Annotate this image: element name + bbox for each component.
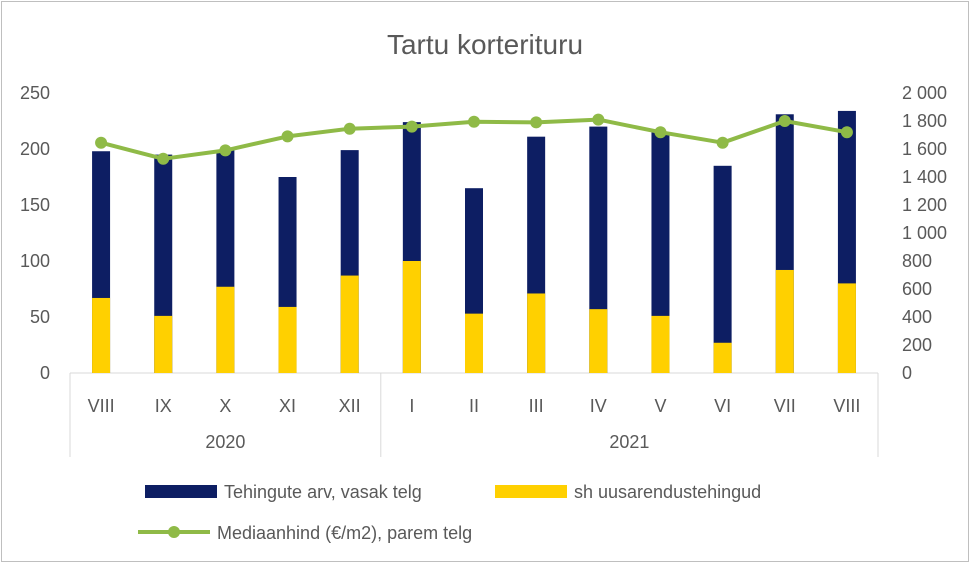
mediaanhind-point	[219, 144, 232, 157]
legend-swatch-mediaanhind-marker	[168, 526, 180, 538]
y-left-tick-label: 0	[40, 363, 50, 383]
mediaanhind-point	[840, 126, 853, 139]
x-tick-label: VII	[774, 396, 796, 416]
x-group-label: 2021	[609, 432, 649, 452]
y-right-tick-label: 0	[902, 363, 912, 383]
y-right-tick-label: 1 200	[902, 195, 947, 215]
x-tick-label: XI	[279, 396, 296, 416]
bar-uusarendustehingud	[527, 293, 546, 373]
bar-tehingute-arv	[713, 165, 732, 373]
mediaanhind-point	[405, 120, 418, 133]
bar-uusarendustehingud	[92, 297, 111, 373]
mediaanhind-point	[716, 136, 729, 149]
bar-uusarendustehingud	[402, 261, 421, 373]
bar-uusarendustehingud	[465, 313, 483, 373]
y-right-tick-label: 1 600	[902, 139, 947, 159]
y-left-tick-label: 50	[30, 307, 50, 327]
bar-uusarendustehingud	[713, 342, 732, 373]
y-right-tick-label: 1 400	[902, 167, 947, 187]
bar-uusarendustehingud	[589, 309, 608, 373]
mediaanhind-point	[654, 126, 667, 139]
y-right-tick-label: 200	[902, 335, 932, 355]
bar-uusarendustehingud	[154, 315, 173, 373]
x-tick-label: X	[219, 396, 231, 416]
bar-uusarendustehingud	[278, 306, 297, 373]
legend-label-tehingute-arv: Tehingute arv, vasak telg	[224, 482, 422, 502]
mediaanhind-point	[343, 122, 356, 135]
x-tick-label: V	[654, 396, 666, 416]
mediaanhind-point	[530, 116, 543, 129]
mediaanhind-point	[592, 113, 605, 126]
y-left-tick-label: 150	[20, 195, 50, 215]
bar-uusarendustehingud	[651, 315, 670, 373]
legend-swatch-tehingute-arv	[145, 485, 217, 498]
y-right-tick-label: 800	[902, 251, 932, 271]
mediaanhind-point	[95, 136, 108, 149]
x-tick-label: VIII	[833, 396, 860, 416]
bars	[92, 110, 856, 374]
y-right-tick-label: 1 000	[902, 223, 947, 243]
x-tick-label: XII	[339, 396, 361, 416]
y-right-tick-label: 600	[902, 279, 932, 299]
axes: 0 50 100 150 200 250 0 200 400 600 800 1 000 1 200 1 …	[20, 83, 947, 383]
y-right-tick-label: 2 000	[902, 83, 947, 103]
x-tick-label: VI	[714, 396, 731, 416]
x-tick-label: I	[409, 396, 414, 416]
legend-label-mediaanhind: Mediaanhind (€/m2), parem telg	[217, 523, 472, 543]
y-left-tick-label: 250	[20, 83, 50, 103]
line-series	[95, 113, 853, 165]
bar-uusarendustehingud	[340, 275, 359, 373]
legend-label-uusarendustehingud: sh uusarendustehingud	[574, 482, 761, 502]
y-right-tick-label: 400	[902, 307, 932, 327]
bar-uusarendustehingud	[775, 269, 794, 373]
x-tick-label: III	[529, 396, 544, 416]
bar-uusarendustehingud	[837, 283, 856, 373]
chart-title: Tartu korterituru	[387, 29, 583, 60]
mediaanhind-point	[468, 115, 480, 128]
bar-tehingute-arv	[651, 132, 670, 373]
x-tick-label: IV	[590, 396, 607, 416]
legend-swatch-uusarendustehingud	[495, 485, 567, 498]
x-tick-label: IX	[155, 396, 172, 416]
y-right-tick-label: 1 800	[902, 111, 947, 131]
legend: Tehingute arv, vasak telg sh uusarenduste…	[138, 482, 761, 543]
y-left-tick-label: 100	[20, 251, 50, 271]
y-left-tick-label: 200	[20, 139, 50, 159]
mediaanhind-point	[157, 152, 170, 165]
x-tick-label: II	[469, 396, 479, 416]
bar-uusarendustehingud	[216, 286, 235, 373]
x-group-label: 2020	[205, 432, 245, 452]
x-tick-label: VIII	[88, 396, 115, 416]
mediaanhind-point	[281, 130, 294, 143]
mediaanhind-point	[778, 115, 791, 127]
